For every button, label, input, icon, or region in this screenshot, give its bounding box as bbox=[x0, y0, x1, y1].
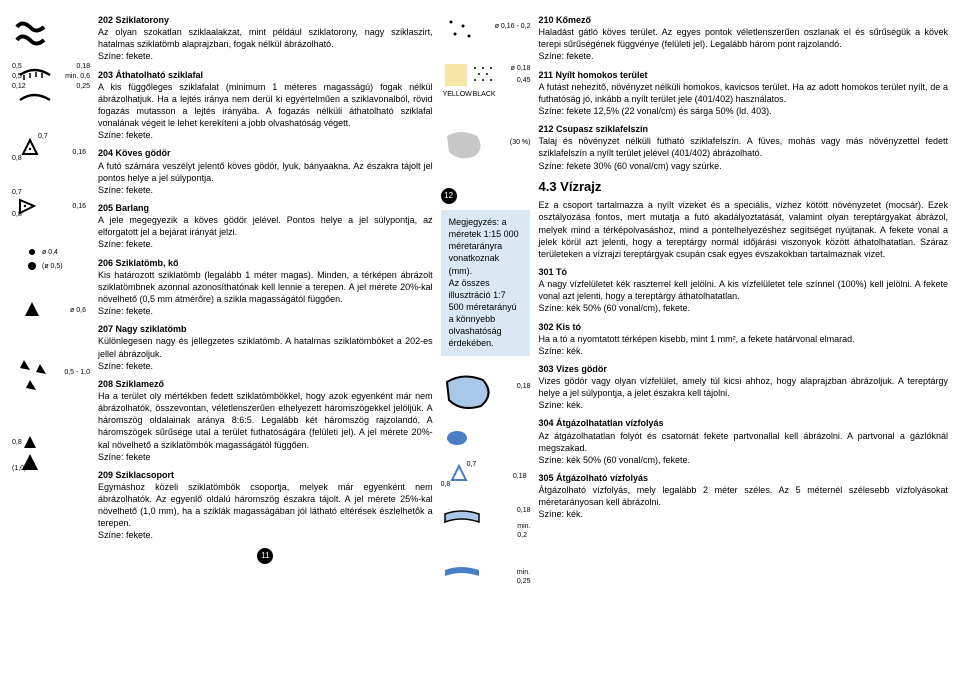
sym-303: 0,8 0,7 0,18 bbox=[441, 460, 531, 500]
right-text-column: 210 Kőmező Haladást gátló köves terület.… bbox=[538, 8, 948, 667]
entry-208: 208 Sziklamező Ha a terület oly mértékbe… bbox=[98, 372, 433, 463]
section-intro: Ez a csoport tartalmazza a nyílt vizeket… bbox=[538, 199, 948, 260]
entry-305: 305 Átgázolható vízfolyás Átgázolható ví… bbox=[538, 466, 948, 521]
page-number-right: 12 bbox=[441, 188, 457, 204]
entry-205: 205 Barlang A jele megegyezik a köves gö… bbox=[98, 196, 433, 251]
sym-206: ø 0,4 (ø 0,5) bbox=[12, 242, 90, 286]
sym-211: ø 0,18 0,45 YELLOW BLACK bbox=[441, 58, 531, 118]
entry-301: 301 Tó A nagy vízfelületet kék raszterre… bbox=[538, 260, 948, 315]
left-symbol-column: 0,5 0,5 0,12 0,18 min. 0,6 0,25 0,8 0,7 … bbox=[12, 8, 90, 667]
sym-207: ø 0,6 bbox=[12, 296, 90, 336]
sym-305: min. 0,25 bbox=[441, 558, 531, 598]
sym-209: 0,8 (1,0) bbox=[12, 430, 90, 486]
right-symbol-column: ø 0,16 - 0,2 ø 0,18 0,45 YELLOW BLACK (3… bbox=[441, 8, 531, 667]
entry-209: 209 Sziklacsoport Egymáshoz közeli szikl… bbox=[98, 463, 433, 542]
sym-210: ø 0,16 - 0,2 bbox=[441, 12, 531, 52]
sym-301: 0,18 bbox=[441, 368, 531, 424]
scale-note: Megjegyzés: a méretek 1:15 000 méretarán… bbox=[441, 210, 531, 356]
entry-207: 207 Nagy sziklatömb Különlegesen nagy és… bbox=[98, 317, 433, 372]
left-text-column: 202 Sziklatorony Az olyan szokatlan szik… bbox=[98, 8, 433, 667]
entry-202: 202 Sziklatorony Az olyan szokatlan szik… bbox=[98, 8, 433, 63]
entry-203: 203 Áthatolható sziklafal A kis függőleg… bbox=[98, 63, 433, 142]
page-number-left: 11 bbox=[257, 548, 273, 564]
entry-211: 211 Nyílt homokos terület A futást nehez… bbox=[538, 63, 948, 118]
sym-212: (30 %) bbox=[441, 124, 531, 172]
sym-204: 0,8 0,7 0,16 bbox=[12, 132, 90, 180]
sym-202 bbox=[12, 12, 90, 56]
entry-302: 302 Kis tó Ha a tó a nyomtatott térképen… bbox=[538, 315, 948, 357]
sym-304: 0,18 min. 0,2 bbox=[441, 504, 531, 554]
entry-204: 204 Köves gödör A futó számára veszélyt … bbox=[98, 141, 433, 196]
entry-303: 303 Vizes gödör Vizes gödör vagy olyan v… bbox=[538, 357, 948, 412]
entry-304: 304 Átgázolhatatlan vízfolyás Az átgázol… bbox=[538, 411, 948, 466]
section-4-3: 4.3 Vízrajz bbox=[538, 178, 948, 196]
sym-203: 0,5 0,5 0,12 0,18 min. 0,6 0,25 bbox=[12, 60, 90, 122]
sym-205: 0,8 0,7 0,16 bbox=[12, 188, 90, 236]
entry-206: 206 Sziklatömb, kő Kis határozott szikla… bbox=[98, 251, 433, 318]
sym-208: 0,5 - 1,0 bbox=[12, 350, 90, 406]
entry-212: 212 Csupasz sziklafelszín Talaj és növén… bbox=[538, 117, 948, 172]
sym-302 bbox=[441, 426, 531, 456]
entry-210: 210 Kőmező Haladást gátló köves terület.… bbox=[538, 8, 948, 63]
